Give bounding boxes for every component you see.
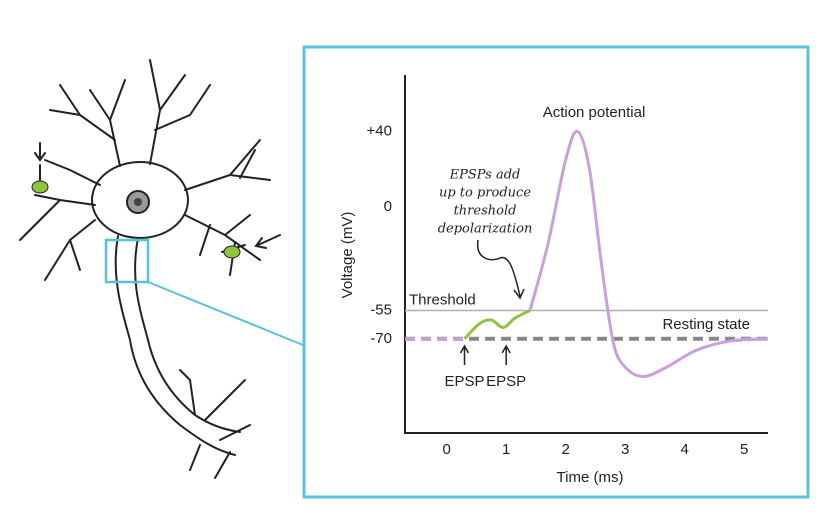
- reference-label: Resting state: [662, 316, 750, 333]
- y-axis-title: Voltage (mV): [339, 212, 356, 299]
- line: [732, 337, 769, 343]
- zoom-panel: [302, 45, 810, 499]
- note-line: EPSPs add: [449, 168, 521, 183]
- x-tick-label: 0: [442, 441, 450, 458]
- note-line: up to produce: [439, 186, 531, 201]
- neuron-drawing: [19, 59, 304, 479]
- x-tick-label: 1: [502, 441, 510, 458]
- epsp-arrow: [501, 344, 511, 365]
- note-arrow: [477, 239, 525, 300]
- x-tick-label: 3: [621, 441, 629, 458]
- y-tick-label: -70: [370, 330, 392, 347]
- epsp-label: EPSP: [444, 373, 484, 390]
- x-axis-title: Time (ms): [557, 469, 624, 486]
- line: [463, 309, 531, 340]
- peak-label: Action potential: [543, 104, 646, 121]
- y-tick-label: -55: [370, 301, 392, 318]
- reference-label: Threshold: [409, 291, 476, 308]
- epsp-label: EPSP: [486, 373, 526, 390]
- note-line: threshold: [454, 204, 517, 219]
- line: [528, 130, 769, 378]
- x-tick-label: 5: [740, 441, 748, 458]
- x-tick-label: 2: [562, 441, 570, 458]
- epsp-arrow: [459, 344, 470, 365]
- y-tick-label: 0: [384, 198, 392, 215]
- y-tick-label: +40: [367, 122, 392, 139]
- x-tick-label: 4: [681, 441, 689, 458]
- note-line: depolarization: [438, 222, 533, 237]
